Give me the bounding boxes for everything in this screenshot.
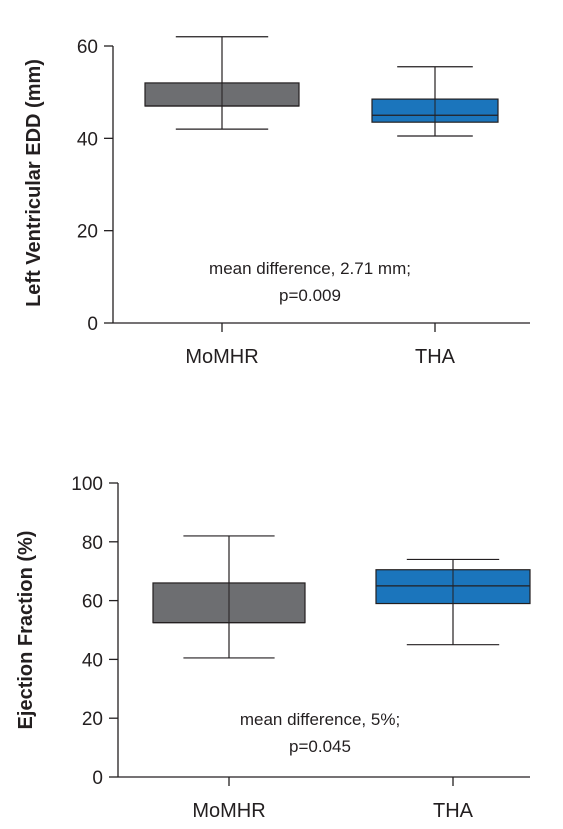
y-tick-label: 20 (82, 709, 103, 730)
annotation-text: p=0.045 (289, 737, 351, 756)
y-tick-label: 100 (71, 474, 103, 495)
x-category-label: MoMHR (192, 800, 265, 822)
y-tick-label: 80 (82, 533, 103, 554)
y-tick-label: 0 (87, 314, 98, 335)
annotation-text: mean difference, 2.71 mm; (209, 259, 411, 278)
chart-panel-1: 0 20 40 60 MoMHR THA Left Ventricular EDD (mm)… (23, 36, 530, 368)
y-axis-title: Ejection Fraction (%) (15, 531, 37, 730)
y-tick-label: 60 (77, 37, 98, 58)
y-tick-label: 0 (92, 768, 103, 789)
y-tick-label: 40 (82, 650, 103, 671)
y-tick-label: 20 (77, 222, 98, 243)
y-tick-label: 40 (77, 129, 98, 150)
x-category-label: MoMHR (185, 346, 258, 368)
x-category-label: THA (433, 800, 474, 822)
annotation-text: p=0.009 (279, 286, 341, 305)
annotation-text: mean difference, 5%; (240, 710, 400, 729)
y-axis-title: Left Ventricular EDD (mm) (23, 59, 45, 307)
x-category-label: THA (415, 346, 456, 368)
chart-panel-2: 0 20 40 60 80 100 MoMHR THA Ejection Fraction (%… (15, 474, 531, 822)
y-tick-label: 60 (82, 592, 103, 613)
